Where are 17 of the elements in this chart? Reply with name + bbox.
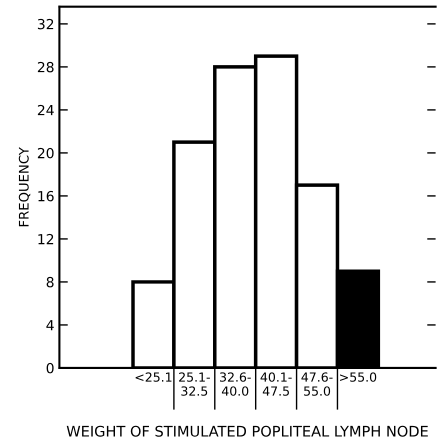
y-tick-label: 20: [38, 148, 54, 158]
x-axis-title: WEIGHT OF STIMULATED POPLITEAL LYMPH NODE: [66, 426, 428, 437]
x-tick-label: 40.1- 47.5: [260, 372, 292, 396]
y-tick-label: 12: [38, 234, 54, 244]
y-tick-label: 32: [38, 18, 54, 30]
y-axis-title: FREQUENCY: [18, 147, 30, 226]
y-tick-label: 24: [38, 104, 54, 116]
y-tick-label: 4: [46, 320, 54, 330]
x-tick-label: <25.1: [136, 372, 172, 382]
y-tick-label: 8: [46, 276, 54, 288]
x-tick-label: 25.1- 32.5: [179, 372, 210, 396]
x-tick-label: 47.6- 55.0: [301, 372, 333, 396]
y-tick-label: 0: [46, 362, 54, 374]
x-tick-label: >55.0: [340, 372, 376, 382]
y-tick-label: 16: [38, 190, 54, 202]
y-tick-label: 28: [38, 62, 54, 72]
x-tick-label: 32.6- 40.0: [220, 372, 251, 396]
